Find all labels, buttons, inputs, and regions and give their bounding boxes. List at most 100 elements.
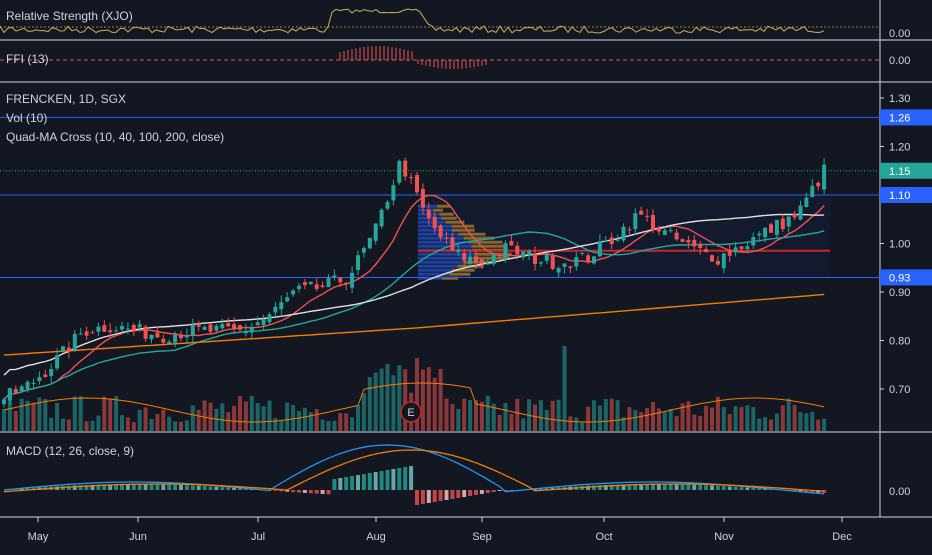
candle-body: [238, 325, 242, 330]
macd-histogram-bar: [303, 490, 307, 493]
volume-bar: [374, 373, 378, 431]
volume-bar: [332, 421, 336, 431]
candle-body: [722, 253, 726, 268]
candle-body: [663, 230, 667, 235]
candle-body: [462, 253, 466, 261]
macd-histogram-bar: [681, 484, 685, 490]
volume-bar: [368, 377, 372, 431]
candle-body: [468, 256, 472, 263]
volume-bar: [574, 418, 578, 431]
candle-body: [793, 214, 797, 218]
candle-body: [568, 266, 572, 267]
volume-bar: [822, 419, 826, 431]
volume-bar: [515, 399, 519, 431]
candle-body: [539, 262, 543, 263]
ffi-pane-label: FFI (13): [6, 52, 49, 66]
volume-bar: [740, 407, 744, 431]
time-axis-label: Oct: [595, 531, 612, 543]
volume-bar: [91, 421, 95, 431]
volume-bar: [710, 408, 714, 431]
volume-bar: [480, 402, 484, 431]
candle-body: [374, 224, 378, 241]
volume-bar: [439, 369, 443, 431]
time-axis-label: May: [28, 531, 49, 543]
volume-bar: [509, 414, 513, 431]
macd-histogram-bar: [427, 490, 431, 503]
volume-bar: [445, 399, 449, 431]
macd-histogram-bar: [273, 490, 277, 491]
macd-histogram-bar: [745, 488, 749, 490]
macd-histogram-bar: [698, 485, 702, 490]
candle-body: [32, 383, 36, 384]
candle-body: [551, 256, 555, 269]
candle-body: [55, 355, 59, 368]
volume-bar: [474, 400, 478, 431]
candle-body: [492, 254, 496, 264]
volume-bar: [144, 407, 148, 431]
candle-body: [114, 330, 118, 331]
candle-body: [291, 290, 295, 294]
macd-histogram-bar: [144, 484, 148, 490]
candle-body: [515, 246, 519, 255]
macd-histogram-bar: [297, 490, 301, 493]
candle-body: [356, 255, 360, 270]
macd-histogram-bar: [356, 475, 360, 490]
candle-body: [450, 237, 454, 250]
candle-body: [474, 256, 478, 262]
candle-body: [775, 220, 779, 235]
macd-histogram-bar: [757, 488, 761, 490]
candle-body: [692, 240, 696, 246]
candle-body: [427, 210, 431, 219]
candle-body: [120, 326, 124, 329]
volume-bar: [220, 403, 224, 431]
macd-histogram-bar: [309, 490, 313, 493]
quad-ma-label: Quad-MA Cross (10, 40, 100, 200, close): [6, 130, 224, 144]
candle-body: [102, 325, 106, 332]
macd-histogram-bar: [220, 487, 224, 490]
macd-histogram-bar: [486, 490, 490, 493]
candle-body: [161, 339, 165, 343]
volume-bar: [639, 412, 643, 431]
candle-body: [509, 241, 513, 245]
earnings-marker-text: E: [407, 407, 414, 419]
macd-histogram-bar: [450, 490, 454, 499]
volume-bar: [197, 410, 201, 431]
candle-body: [203, 327, 207, 330]
macd-histogram-bar: [226, 488, 230, 490]
price-tag-label: 1.26: [889, 112, 910, 124]
volume-bar: [73, 396, 77, 431]
volume-bar: [350, 417, 354, 431]
candle-body: [96, 327, 100, 332]
candle-body: [651, 215, 655, 230]
candle-body: [686, 240, 690, 242]
macd-histogram-bar: [480, 490, 484, 494]
volume-bar: [179, 422, 183, 431]
volume-bar: [722, 407, 726, 431]
macd-histogram-bar: [197, 486, 201, 490]
price-tag-label: 1.10: [889, 190, 910, 202]
volume-bar: [781, 405, 785, 431]
candle-body: [362, 248, 366, 253]
candle-body: [214, 326, 218, 331]
candle-body: [533, 253, 537, 264]
candle-body: [769, 224, 773, 233]
volume-bar: [256, 403, 260, 431]
candle-body: [698, 244, 702, 248]
volume-bar: [657, 409, 661, 431]
candle-body: [504, 243, 508, 260]
volume-bar: [456, 409, 460, 431]
macd-histogram-bar: [179, 485, 183, 490]
volume-bar: [126, 417, 130, 431]
macd-histogram-bar: [462, 490, 466, 497]
macd-histogram-bar: [350, 476, 354, 490]
macd-histogram-bar: [185, 485, 189, 490]
macd-histogram-bar: [692, 485, 696, 490]
macd-histogram-bar: [439, 490, 443, 501]
time-axis-label: Jun: [129, 531, 147, 543]
candle-body: [220, 324, 224, 328]
volume-bar: [663, 412, 667, 431]
volume-bar: [421, 370, 425, 431]
candle-body: [810, 186, 814, 197]
